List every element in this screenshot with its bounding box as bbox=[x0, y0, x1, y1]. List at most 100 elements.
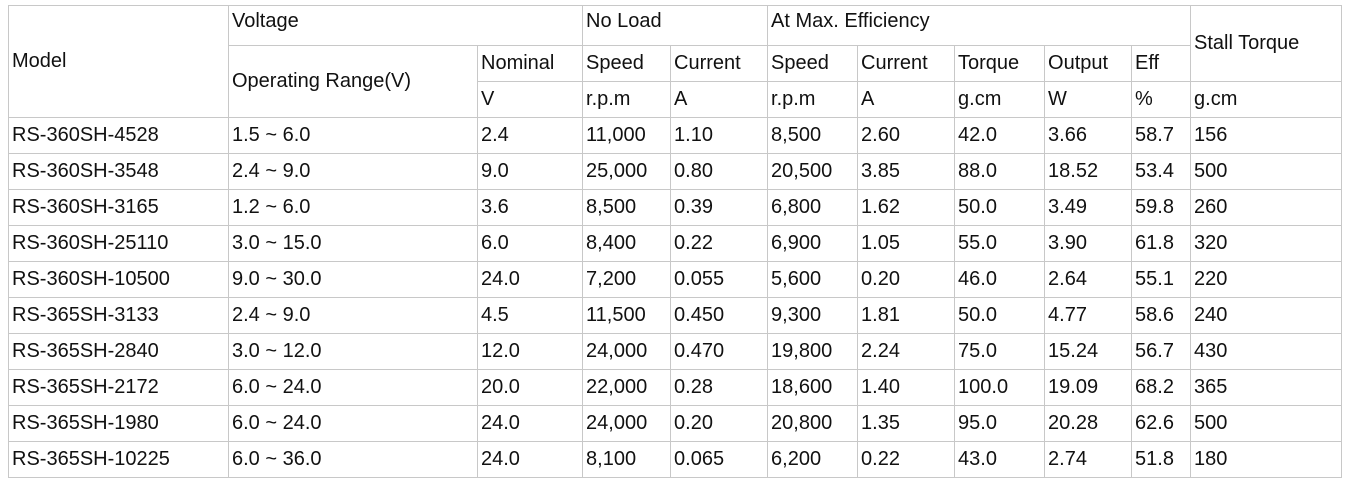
data-cell: 20,800 bbox=[767, 405, 859, 442]
data-cell: 6.0 ~ 36.0 bbox=[228, 441, 478, 478]
data-cell: 7,200 bbox=[582, 261, 672, 298]
model-cell: RS-365SH-10225 bbox=[8, 441, 229, 478]
data-cell: 50.0 bbox=[954, 297, 1046, 334]
data-cell: 8,500 bbox=[767, 117, 859, 154]
data-cell: 2.4 ~ 9.0 bbox=[228, 297, 478, 334]
data-cell: 24.0 bbox=[476, 441, 584, 478]
data-row: RS-360SH-25110 3.0 ~ 15.0 6.0 8,400 0.22 6,90… bbox=[8, 225, 1343, 262]
data-cell: 8,500 bbox=[582, 189, 672, 226]
model-cell: RS-365SH-2840 bbox=[8, 333, 229, 370]
data-cell: 2.24 bbox=[857, 333, 956, 370]
model-cell: RS-360SH-4528 bbox=[8, 117, 229, 154]
header-cell: Current bbox=[670, 45, 769, 82]
data-row: RS-365SH-3133 2.4 ~ 9.0 4.5 11,500 0.450 9,30… bbox=[8, 297, 1343, 334]
data-row: RS-360SH-4528 1.5 ~ 6.0 2.4 11,000 1.10 8,500… bbox=[8, 117, 1343, 154]
data-row: RS-360SH-3548 2.4 ~ 9.0 9.0 25,000 0.80 20,50… bbox=[8, 153, 1343, 190]
data-cell: 55.0 bbox=[954, 225, 1046, 262]
data-cell: 2.64 bbox=[1044, 261, 1133, 298]
data-cell: 95.0 bbox=[954, 405, 1046, 442]
data-cell: 8,100 bbox=[582, 441, 672, 478]
data-cell: 24,000 bbox=[582, 333, 672, 370]
header-cell: Speed bbox=[767, 45, 859, 82]
model-cell: RS-360SH-10500 bbox=[8, 261, 229, 298]
data-cell: 180 bbox=[1190, 441, 1343, 478]
data-cell: 2.4 ~ 9.0 bbox=[228, 153, 478, 190]
data-cell: 0.20 bbox=[857, 261, 956, 298]
data-cell: 50.0 bbox=[954, 189, 1046, 226]
header-cell: At Max. Efficiency bbox=[767, 5, 1192, 46]
data-cell: 46.0 bbox=[954, 261, 1046, 298]
data-cell: 2.74 bbox=[1044, 441, 1133, 478]
data-cell: 20,500 bbox=[767, 153, 859, 190]
data-cell: 1.05 bbox=[857, 225, 956, 262]
data-cell: 0.28 bbox=[670, 369, 769, 406]
data-cell: 220 bbox=[1190, 261, 1343, 298]
data-cell: 15.24 bbox=[1044, 333, 1133, 370]
data-cell: 0.20 bbox=[670, 405, 769, 442]
data-cell: 24,000 bbox=[582, 405, 672, 442]
header-cell: Stall Torque bbox=[1190, 5, 1343, 82]
data-cell: 55.1 bbox=[1131, 261, 1192, 298]
unit-cell: % bbox=[1131, 81, 1192, 118]
data-cell: 3.6 bbox=[476, 189, 584, 226]
data-cell: 0.39 bbox=[670, 189, 769, 226]
data-cell: 0.22 bbox=[857, 441, 956, 478]
data-cell: 11,000 bbox=[582, 117, 672, 154]
data-row: RS-360SH-10500 9.0 ~ 30.0 24.0 7,200 0.055 5,… bbox=[8, 261, 1343, 298]
header-cell: Nominal bbox=[476, 45, 584, 82]
data-row: RS-365SH-10225 6.0 ~ 36.0 24.0 8,100 0.065 6,… bbox=[8, 441, 1343, 478]
data-cell: 100.0 bbox=[954, 369, 1046, 406]
model-cell: RS-365SH-2172 bbox=[8, 369, 229, 406]
data-cell: 20.0 bbox=[476, 369, 584, 406]
data-cell: 500 bbox=[1190, 153, 1343, 190]
data-cell: 156 bbox=[1190, 117, 1343, 154]
data-cell: 1.10 bbox=[670, 117, 769, 154]
data-cell: 11,500 bbox=[582, 297, 672, 334]
data-cell: 24.0 bbox=[476, 261, 584, 298]
header-cell: Speed bbox=[582, 45, 672, 82]
data-cell: 320 bbox=[1190, 225, 1343, 262]
header-row: Operating Range(V) Nominal Speed Current… bbox=[9, 45, 1342, 118]
header-row: Model Voltage No Load At Max. Efficiency… bbox=[8, 5, 1343, 118]
unit-cell: W bbox=[1044, 81, 1133, 118]
data-cell: 20.28 bbox=[1044, 405, 1133, 442]
data-cell: 6,200 bbox=[767, 441, 859, 478]
unit-cell: g.cm bbox=[1190, 81, 1343, 118]
data-cell: 8,400 bbox=[582, 225, 672, 262]
data-cell: 3.85 bbox=[857, 153, 956, 190]
data-cell: 58.7 bbox=[1131, 117, 1192, 154]
data-cell: 3.0 ~ 15.0 bbox=[228, 225, 478, 262]
data-cell: 6.0 bbox=[476, 225, 584, 262]
data-cell: 42.0 bbox=[954, 117, 1046, 154]
data-cell: 5,600 bbox=[767, 261, 859, 298]
data-cell: 9,300 bbox=[767, 297, 859, 334]
data-cell: 62.6 bbox=[1131, 405, 1192, 442]
data-cell: 240 bbox=[1190, 297, 1343, 334]
data-cell: 88.0 bbox=[954, 153, 1046, 190]
data-cell: 1.5 ~ 6.0 bbox=[228, 117, 478, 154]
data-cell: 6,900 bbox=[767, 225, 859, 262]
unit-cell: V bbox=[476, 81, 584, 118]
data-cell: 1.35 bbox=[857, 405, 956, 442]
header-cell: Torque bbox=[954, 45, 1046, 82]
data-cell: 3.90 bbox=[1044, 225, 1133, 262]
data-cell: 0.470 bbox=[670, 333, 769, 370]
data-cell: 430 bbox=[1190, 333, 1343, 370]
data-cell: 0.22 bbox=[670, 225, 769, 262]
model-cell: RS-365SH-1980 bbox=[8, 405, 229, 442]
data-cell: 1.62 bbox=[857, 189, 956, 226]
data-cell: 0.065 bbox=[670, 441, 769, 478]
data-cell: 2.4 bbox=[476, 117, 584, 154]
header-cell: Output bbox=[1044, 45, 1133, 82]
data-cell: 19.09 bbox=[1044, 369, 1133, 406]
data-cell: 6.0 ~ 24.0 bbox=[228, 405, 478, 442]
model-cell: RS-365SH-3133 bbox=[8, 297, 229, 334]
data-cell: 12.0 bbox=[476, 333, 584, 370]
data-cell: 24.0 bbox=[476, 405, 584, 442]
header-cell: No Load bbox=[582, 5, 769, 46]
data-cell: 58.6 bbox=[1131, 297, 1192, 334]
data-cell: 365 bbox=[1190, 369, 1343, 406]
data-cell: 6.0 ~ 24.0 bbox=[228, 369, 478, 406]
data-cell: 6,800 bbox=[767, 189, 859, 226]
